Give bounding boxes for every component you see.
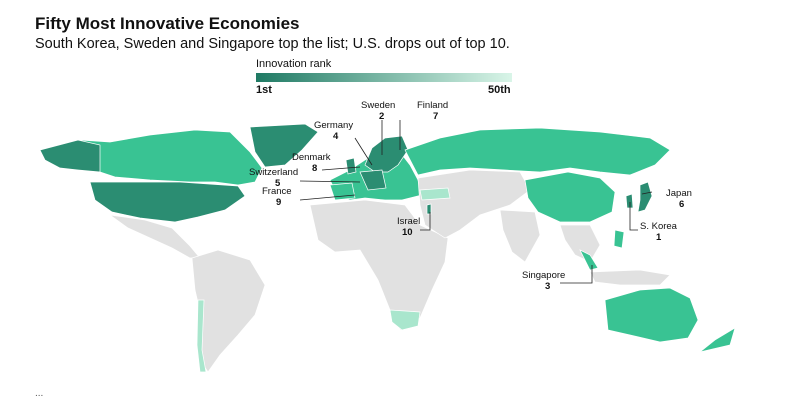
rank-france: 9 [276,197,281,208]
label-switzerland: Switzerland [249,167,298,178]
russia-shape [404,127,671,176]
rank-denmark: 8 [312,163,317,174]
label-south-korea: S. Korea [640,221,678,232]
israel-shape [426,203,432,215]
label-finland: Finland [417,100,448,111]
mexico-shape [109,214,201,259]
label-japan: Japan [666,188,692,199]
chile-shape [196,299,207,373]
rank-israel: 10 [402,227,413,238]
legend-title: Innovation rank [256,58,332,70]
alaska-shape [39,139,101,173]
iberia-shape [329,182,356,201]
source-note: ... [35,388,44,399]
indonesia-shape [589,269,671,286]
middle-east-shape [417,169,531,239]
rank-sweden: 2 [379,111,384,122]
label-denmark: Denmark [292,152,331,163]
australia-shape [604,287,699,343]
india-shape [499,209,541,263]
leader-lines [299,120,653,284]
new-zealand-shape [699,327,736,353]
country-labels: Sweden 2 Finland 7 Germany 4 Denmark 8 S… [249,100,692,292]
china-shape [524,171,616,223]
rank-finland: 7 [433,111,438,122]
legend-min-label: 1st [256,84,272,96]
legend-gradient-bar [256,73,512,82]
chart-title: Fifty Most Innovative Economies [35,14,300,33]
rank-germany: 4 [333,131,339,142]
chart-subtitle: South Korea, Sweden and Singapore top th… [35,36,510,52]
uk-shape [345,157,357,175]
legend-max-label: 50th [488,84,511,96]
africa-shape [309,199,449,331]
south-africa-shape [389,309,421,331]
label-france: France [262,186,292,197]
korea-shape [625,193,634,209]
usa-shape [89,181,246,223]
landmasses [39,123,736,373]
rank-switzerland: 5 [275,178,281,189]
label-israel: Israel [397,216,420,227]
label-sweden: Sweden [361,100,395,111]
southeast-asia-shape [559,224,601,263]
turkey-shape [419,187,451,201]
japan-shape [637,181,653,213]
label-germany: Germany [314,120,353,131]
greenland-shape [249,123,319,168]
central-europe-shape [359,169,387,191]
label-singapore: Singapore [522,270,565,281]
rank-singapore: 3 [545,281,550,292]
rank-japan: 6 [679,199,684,210]
rank-south-korea: 1 [656,232,662,243]
malaysia-shape [579,249,599,271]
philippines-shape [613,229,625,249]
